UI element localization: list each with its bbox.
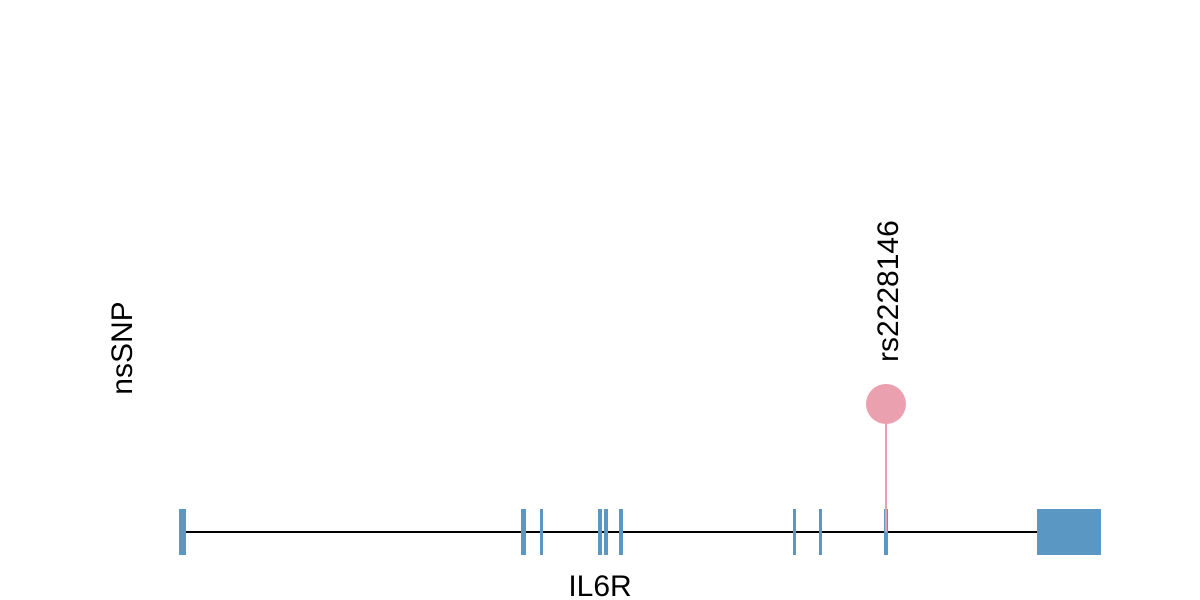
exon bbox=[179, 509, 186, 555]
exon bbox=[598, 509, 602, 555]
exon bbox=[521, 509, 526, 555]
track-label: nsSNP bbox=[106, 301, 139, 394]
variant-label: rs2228146 bbox=[872, 220, 905, 362]
gene-label: IL6R bbox=[568, 570, 631, 600]
exon bbox=[793, 509, 796, 555]
exon bbox=[604, 509, 608, 555]
exon bbox=[819, 509, 822, 555]
exon bbox=[619, 509, 623, 555]
exons bbox=[179, 509, 1101, 555]
exon bbox=[1037, 509, 1101, 555]
lollipop-head bbox=[866, 384, 906, 424]
exon bbox=[540, 509, 543, 555]
